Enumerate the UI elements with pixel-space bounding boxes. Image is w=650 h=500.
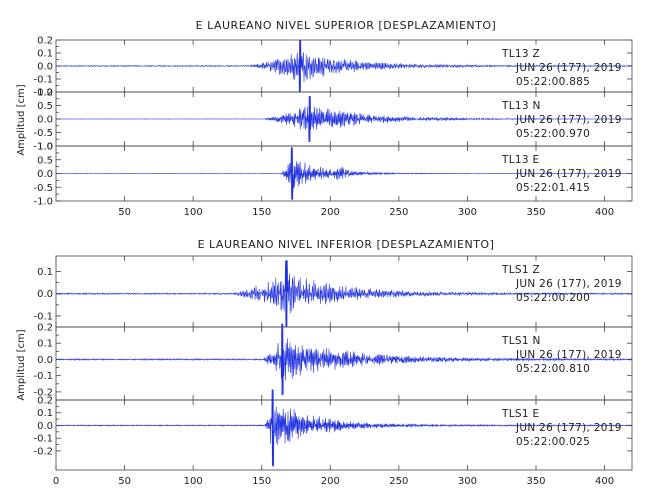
seismic-trace-tls1-e: [55, 389, 633, 467]
y-tick-label: 0.1: [37, 267, 53, 278]
y-tick-label: 0.0: [37, 289, 53, 300]
trace-time-label: 05:22:00.810: [516, 363, 590, 375]
trace-time-label: 05:22:00.885: [516, 76, 590, 88]
trace-time-label: 05:22:00.200: [516, 292, 590, 304]
trace-date-label: JUN 26 (177), 2019: [515, 278, 622, 290]
trace-station-label: TLS1 E: [501, 408, 539, 420]
trace-date-label: JUN 26 (177), 2019: [515, 349, 622, 361]
x-tick-label: 400: [595, 476, 614, 487]
y-tick-label: 1.0: [37, 88, 53, 99]
trace-date-label: JUN 26 (177), 2019: [515, 114, 622, 126]
seismic-trace-tl13-z: [55, 39, 633, 93]
y-tick-label: -0.2: [33, 446, 53, 457]
trace-date-label: JUN 26 (177), 2019: [515, 168, 622, 180]
y-tick-label: -0.2: [33, 387, 53, 398]
y-tick-label: 0.0: [37, 421, 53, 432]
trace-station-label: TLS1 N: [501, 335, 541, 347]
y-tick-label: -1.0: [33, 197, 53, 208]
y-tick-label: 0.5: [37, 101, 53, 112]
y-tick-label: -1.0: [33, 142, 53, 153]
x-tick-label: 350: [526, 207, 545, 218]
y-tick-label: 0.1: [37, 49, 53, 60]
x-tick-label: 400: [595, 207, 614, 218]
x-tick-label: 200: [321, 207, 340, 218]
y-axis-label-superior: Amplitud [cm]: [16, 84, 27, 155]
x-tick-label: 50: [118, 476, 131, 487]
trace-frame-inferior-2: [55, 399, 633, 471]
trace-time-label: 05:22:01.415: [516, 182, 590, 194]
chart-title-superior: E LAUREANO NIVEL SUPERIOR [DESPLAZAMIENT…: [196, 19, 497, 32]
y-axis-label-inferior: Amplitud [cm]: [16, 329, 27, 400]
y-tick-label: -0.2: [33, 88, 53, 99]
trace-station-label: TL13 Z: [501, 48, 540, 60]
x-tick-label: 100: [184, 476, 203, 487]
trace-date-label: JUN 26 (177), 2019: [515, 62, 622, 74]
y-tick-label: -0.1: [33, 75, 53, 86]
seismic-trace-tl13-n: [55, 95, 633, 142]
y-tick-label: 0.2: [37, 36, 53, 47]
trace-station-label: TL13 E: [501, 154, 539, 166]
y-tick-label: -0.1: [33, 371, 53, 382]
y-tick-label: -0.1: [33, 311, 53, 322]
y-tick-label: -0.5: [33, 128, 53, 139]
x-tick-label: 0: [53, 476, 59, 487]
y-tick-label: 0.0: [37, 169, 53, 180]
panel-superior: E LAUREANO NIVEL SUPERIOR [DESPLAZAMIENT…: [16, 19, 633, 218]
panel-inferior: E LAUREANO NIVEL INFERIOR [DESPLAZAMIENT…: [16, 238, 633, 487]
y-tick-label: 0.0: [37, 115, 53, 126]
x-tick-label: 350: [526, 476, 545, 487]
y-tick-label: 0.2: [37, 396, 53, 407]
x-tick-label: 200: [321, 476, 340, 487]
y-tick-label: 0.1: [37, 408, 53, 419]
y-tick-label: 0.0: [37, 62, 53, 73]
seismic-trace-tls1-z: [55, 260, 633, 328]
y-tick-label: 1.0: [37, 142, 53, 153]
x-tick-label: 150: [252, 476, 271, 487]
y-tick-label: 0.2: [37, 323, 53, 334]
x-tick-label: 250: [389, 207, 408, 218]
trace-station-label: TL13 N: [501, 100, 541, 112]
y-tick-label: 0.0: [37, 355, 53, 366]
y-tick-label: -0.5: [33, 183, 53, 194]
x-tick-label: 100: [184, 207, 203, 218]
trace-station-label: TLS1 Z: [501, 264, 540, 276]
trace-date-label: JUN 26 (177), 2019: [515, 422, 622, 434]
y-tick-label: -0.1: [33, 434, 53, 445]
chart-title-inferior: E LAUREANO NIVEL INFERIOR [DESPLAZAMIENT…: [198, 238, 495, 251]
x-tick-label: 50: [118, 207, 131, 218]
trace-time-label: 05:22:00.970: [516, 128, 590, 140]
seismic-trace-tl13-e: [55, 147, 633, 200]
x-tick-label: 300: [458, 207, 477, 218]
y-tick-label: 0.1: [37, 339, 53, 350]
x-tick-label: 300: [458, 476, 477, 487]
x-tick-label: 250: [389, 476, 408, 487]
seismic-trace-tls1-n: [55, 323, 633, 396]
x-tick-label: 150: [252, 207, 271, 218]
trace-time-label: 05:22:00.025: [516, 436, 590, 448]
y-tick-label: 0.5: [37, 155, 53, 166]
